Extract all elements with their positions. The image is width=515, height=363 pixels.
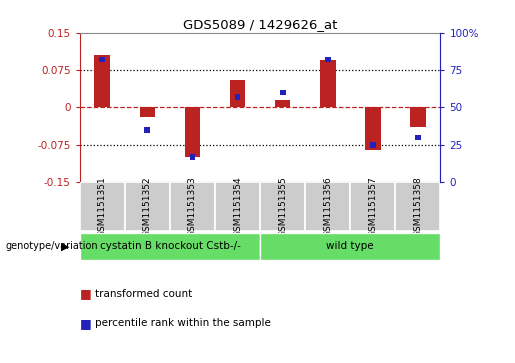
- Bar: [190, 154, 195, 160]
- Text: GSM1151354: GSM1151354: [233, 176, 242, 237]
- Text: wild type: wild type: [327, 241, 374, 252]
- Bar: [260, 182, 305, 232]
- Text: ■: ■: [80, 287, 92, 301]
- Bar: [325, 57, 331, 62]
- Bar: [320, 60, 336, 107]
- Bar: [215, 182, 260, 232]
- Bar: [80, 233, 260, 260]
- Bar: [415, 135, 421, 140]
- Text: GSM1151353: GSM1151353: [188, 176, 197, 237]
- Text: GSM1151352: GSM1151352: [143, 176, 152, 237]
- Bar: [230, 80, 246, 107]
- Bar: [370, 142, 375, 148]
- Text: GSM1151358: GSM1151358: [414, 176, 422, 237]
- Bar: [260, 233, 440, 260]
- Bar: [145, 127, 150, 132]
- Title: GDS5089 / 1429626_at: GDS5089 / 1429626_at: [183, 19, 337, 32]
- Bar: [350, 182, 396, 232]
- Bar: [410, 107, 426, 127]
- Bar: [235, 94, 241, 100]
- Bar: [140, 107, 156, 118]
- Bar: [125, 182, 170, 232]
- Text: transformed count: transformed count: [95, 289, 193, 299]
- Bar: [80, 182, 125, 232]
- Bar: [365, 107, 381, 150]
- Text: percentile rank within the sample: percentile rank within the sample: [95, 318, 271, 328]
- Text: genotype/variation: genotype/variation: [5, 241, 98, 252]
- Bar: [184, 107, 200, 157]
- Bar: [99, 57, 105, 62]
- Text: GSM1151356: GSM1151356: [323, 176, 332, 237]
- Bar: [396, 182, 440, 232]
- Bar: [305, 182, 350, 232]
- Bar: [274, 100, 290, 107]
- Text: ■: ■: [80, 317, 92, 330]
- Bar: [280, 90, 285, 95]
- Text: GSM1151355: GSM1151355: [278, 176, 287, 237]
- Bar: [94, 55, 110, 107]
- Text: GSM1151351: GSM1151351: [98, 176, 107, 237]
- Bar: [170, 182, 215, 232]
- Text: GSM1151357: GSM1151357: [368, 176, 377, 237]
- Text: cystatin B knockout Cstb-/-: cystatin B knockout Cstb-/-: [99, 241, 241, 252]
- Text: ▶: ▶: [61, 241, 70, 252]
